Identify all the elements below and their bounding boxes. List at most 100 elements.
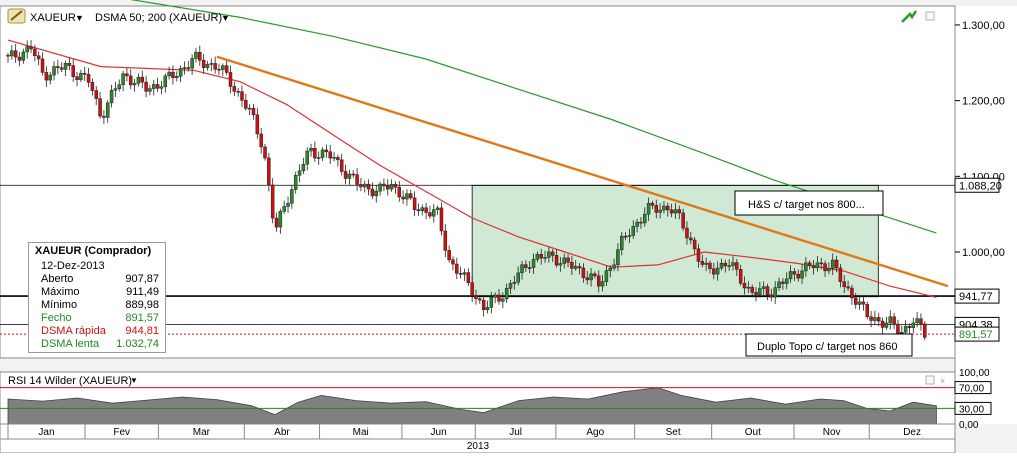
- candle-body: [623, 235, 628, 238]
- rsi-close-icon[interactable]: ×: [940, 376, 945, 386]
- candle: [224, 59, 229, 76]
- price-tag-label: 941,77: [959, 291, 993, 303]
- candle-body: [877, 317, 881, 322]
- candle-body: [286, 203, 290, 207]
- candle-body: [681, 212, 685, 229]
- info-row-label: DSMA rápida: [41, 325, 106, 337]
- candle: [328, 144, 332, 165]
- candle-body: [631, 226, 636, 236]
- candle: [10, 45, 14, 60]
- candle: [857, 295, 862, 310]
- candle: [669, 203, 674, 218]
- candle-body: [838, 267, 843, 282]
- info-row-label: Aberto: [41, 273, 74, 285]
- candle-body: [59, 67, 64, 70]
- candle: [221, 63, 225, 76]
- candle: [738, 264, 743, 286]
- panel-maximize-icon[interactable]: [925, 11, 935, 21]
- candle-body: [777, 281, 781, 288]
- candle-body: [585, 277, 589, 281]
- candle: [409, 189, 413, 201]
- candle: [121, 70, 125, 92]
- rsi-dropdown-icon[interactable]: ▼: [130, 376, 138, 385]
- candle-body: [148, 88, 152, 92]
- candle-body: [666, 205, 670, 211]
- candle-body: [573, 266, 578, 269]
- indicator-label[interactable]: DSMA 50; 200 (XAUEUR): [95, 12, 222, 24]
- candle: [25, 40, 29, 59]
- candle-body: [554, 255, 559, 266]
- candle: [650, 200, 655, 210]
- candle-body: [336, 157, 340, 161]
- candle: [458, 266, 463, 279]
- candle: [140, 70, 145, 89]
- candle-body: [792, 271, 797, 275]
- candle-body: [466, 272, 471, 283]
- candle-body: [892, 316, 896, 325]
- candle-body: [443, 230, 448, 251]
- candle: [681, 208, 685, 232]
- candle-body: [125, 73, 129, 77]
- rsi-label[interactable]: RSI 14 Wilder (XAUEUR): [8, 375, 132, 387]
- candle-body: [696, 248, 701, 262]
- symbol-label[interactable]: XAUEUR: [30, 12, 76, 24]
- candle-body: [240, 91, 244, 101]
- candle-body: [869, 316, 873, 321]
- candle-body: [67, 63, 72, 66]
- candle: [830, 253, 835, 276]
- candle-body: [493, 294, 497, 298]
- candle-body: [63, 63, 68, 70]
- candle: [178, 65, 183, 83]
- candle: [493, 292, 497, 304]
- candle: [144, 75, 148, 98]
- candle-body: [56, 66, 60, 69]
- hs-annotation-box: [734, 190, 884, 216]
- candle-body: [105, 102, 110, 118]
- candle: [769, 288, 774, 302]
- info-row-value: 911,49: [126, 286, 159, 298]
- candle: [109, 84, 114, 108]
- indicator-dropdown-icon[interactable]: ▼: [221, 13, 230, 23]
- candle-body: [6, 54, 10, 57]
- candle-body: [627, 235, 632, 237]
- candle: [339, 153, 344, 176]
- candle: [297, 164, 302, 183]
- symbol-dropdown-icon[interactable]: ▼: [75, 13, 84, 23]
- candle: [873, 310, 877, 326]
- candle: [612, 258, 616, 272]
- candle-body: [800, 270, 804, 279]
- candle: [692, 236, 697, 255]
- candle: [56, 59, 60, 75]
- candle: [332, 152, 336, 162]
- candle-body: [82, 73, 87, 75]
- candle: [470, 276, 474, 302]
- candle: [455, 257, 459, 279]
- candle-body: [704, 262, 708, 265]
- trend-arrow-icon[interactable]: [901, 10, 918, 23]
- rsi-maximize-icon[interactable]: [925, 375, 935, 385]
- pencil-icon-stroke: [10, 10, 23, 21]
- candle: [432, 204, 436, 223]
- time-axis: [0, 423, 956, 440]
- candle-body: [880, 320, 885, 328]
- candle-body: [474, 295, 478, 300]
- candle-body: [639, 221, 643, 224]
- candle-body: [117, 84, 121, 89]
- candle: [635, 218, 639, 233]
- candle: [232, 81, 237, 97]
- candle: [228, 65, 233, 94]
- candle-body: [79, 73, 83, 80]
- candle: [846, 280, 850, 292]
- candle-body: [374, 190, 379, 197]
- candle: [324, 144, 329, 158]
- candle-body: [263, 146, 267, 159]
- candle-body: [366, 183, 371, 190]
- candle: [562, 253, 566, 269]
- candle: [343, 164, 348, 185]
- candle: [259, 127, 263, 154]
- candle-body: [301, 164, 306, 172]
- candle-body: [531, 259, 536, 268]
- candle: [236, 88, 240, 97]
- candle: [113, 81, 118, 97]
